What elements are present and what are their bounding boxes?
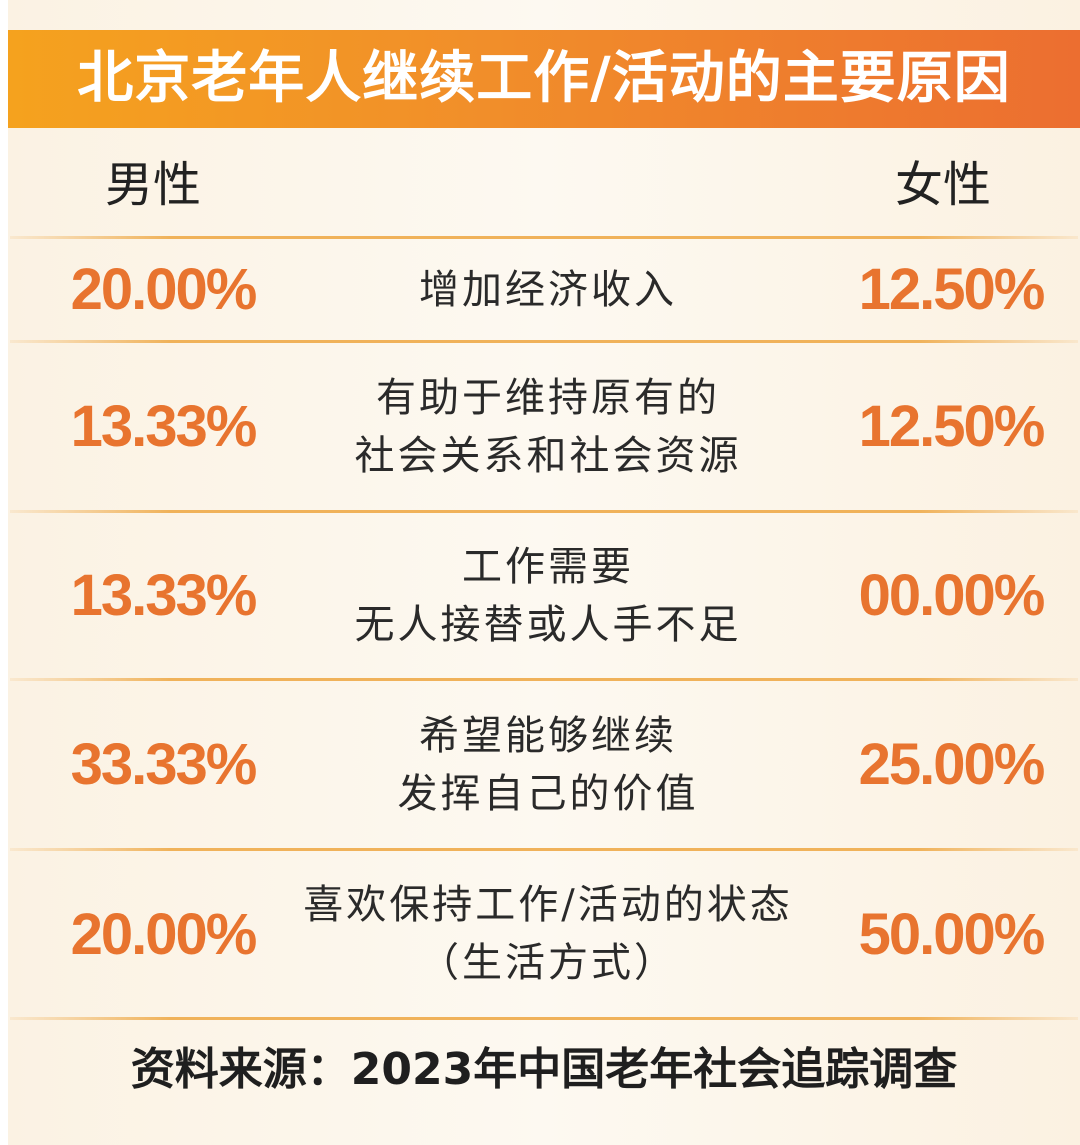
table-row: 20.00% 喜欢保持工作/活动的状态 （生活方式） 50.00% <box>8 851 1080 1017</box>
reason-line: 希望能够继续 <box>419 712 677 759</box>
reason-line: 有助于维持原有的 <box>376 374 720 421</box>
row-separator <box>10 678 1078 681</box>
source-note: 资料来源：2023年中国老年社会追踪调查 <box>130 1044 958 1095</box>
row-separator <box>10 1017 1078 1020</box>
male-percent-label: 13.33% <box>70 563 258 628</box>
male-percent-label: 20.00% <box>70 901 258 967</box>
table-row: 33.33% 希望能够继续 发挥自己的价值 25.00% <box>8 681 1080 848</box>
reason-line: 工作需要 <box>462 543 634 590</box>
table-row: 13.33% 有助于维持原有的 社会关系和社会资源 12.50% <box>8 343 1080 510</box>
reason-label: 增加经济收入 <box>278 239 818 340</box>
reason-line: 增加经济收入 <box>419 266 677 313</box>
table-row: 20.00% 增加经济收入 12.50% <box>8 239 1080 340</box>
female-percent-label: 25.00% <box>858 732 1046 797</box>
reason-label: 工作需要无人接替或人手不足 <box>278 513 818 678</box>
male-percent-label: 13.33% <box>70 394 258 459</box>
reason-line: 发挥自己的价值 <box>397 770 699 817</box>
female-percent-label: 12.50% <box>858 257 1046 322</box>
column-header-male: 男性 <box>104 157 201 213</box>
reason-label: 希望能够继续 发挥自己的价值 <box>278 681 818 848</box>
male-percent-label: 33.33% <box>70 732 258 797</box>
reason-line: 社会关系和社会资源 <box>354 432 742 479</box>
chart-title: 北京老年人继续工作/活动的主要原因 <box>77 46 1011 111</box>
reason-line: 喜欢保持工作/活动的状态 <box>303 882 793 928</box>
title-band: 北京老年人继续工作/活动的主要原因 <box>8 30 1080 128</box>
infographic-card: 北京老年人继续工作/活动的主要原因 男性 女性 20.00% 增加经济收入 12.5… <box>8 0 1080 1145</box>
row-separator <box>10 340 1078 343</box>
reason-line: 无人接替或人手不足 <box>354 601 742 648</box>
row-separator <box>10 848 1078 851</box>
row-separator <box>10 236 1078 239</box>
table-row: 13.33% 工作需要无人接替或人手不足 00.00% <box>8 513 1080 678</box>
row-separator <box>10 510 1078 513</box>
male-percent-label: 20.00% <box>70 257 258 322</box>
reason-label: 有助于维持原有的 社会关系和社会资源 <box>278 343 818 510</box>
column-header-female: 女性 <box>894 157 991 213</box>
female-percent-label: 12.50% <box>858 394 1046 459</box>
reason-line: （生活方式） <box>419 940 677 986</box>
female-percent-label: 50.00% <box>858 901 1046 967</box>
female-percent-label: 00.00% <box>858 563 1046 628</box>
reason-label: 喜欢保持工作/活动的状态 （生活方式） <box>278 851 818 1017</box>
